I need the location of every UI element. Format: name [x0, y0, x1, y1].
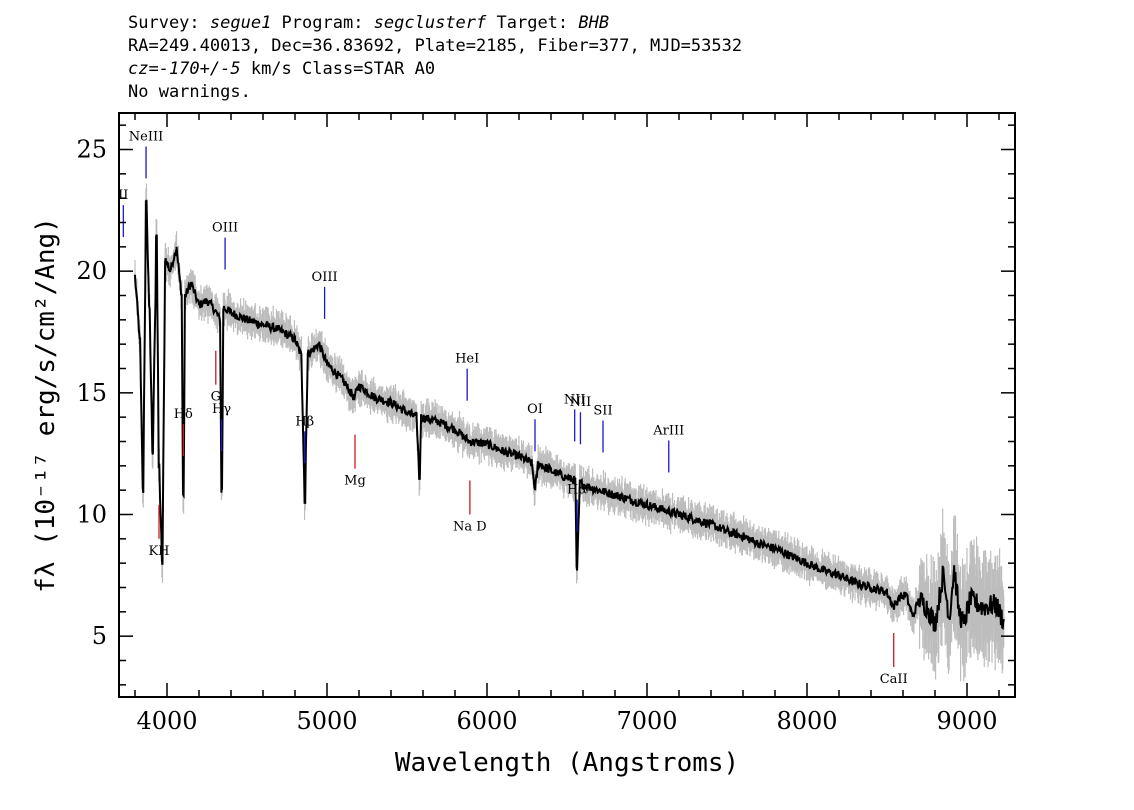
spectral-line-marker: CaII: [880, 633, 908, 687]
program-value: segclusterf: [373, 13, 487, 33]
line-label: NII: [564, 392, 586, 407]
line-label: NII: [570, 395, 592, 410]
x-axis-title: Wavelength (Angstroms): [395, 748, 739, 778]
y-tick-label: 25: [76, 136, 107, 164]
y-tick-label: 15: [76, 379, 107, 407]
line-label: Hα: [567, 483, 587, 498]
line-label: Hγ: [212, 402, 231, 417]
line-label: II: [118, 188, 128, 203]
line-label: Mg: [344, 474, 366, 489]
spectral-line-marker: Hγ: [212, 402, 231, 452]
line-label: OIII: [312, 270, 338, 285]
y-tick-label: 20: [76, 257, 107, 285]
line-label: CaII: [880, 672, 908, 687]
noise-band: [134, 183, 1005, 682]
target-label: Target:: [486, 13, 579, 33]
line-label: OIII: [212, 221, 238, 236]
line-label: Hβ: [295, 414, 314, 429]
spectral-line-marker: OI: [527, 402, 543, 452]
survey-label: Survey:: [128, 13, 210, 33]
series-layer: [134, 199, 1005, 632]
spectral-line-marker: NeIII: [129, 129, 163, 179]
x-tick-label: 6000: [456, 707, 517, 735]
spectral-line-marker: Mg: [344, 434, 366, 489]
spectral-line-marker: G: [211, 350, 221, 405]
y-tick-label: 5: [92, 622, 107, 650]
spectral-line-marker: OIII: [212, 221, 238, 270]
line-label: NeIII: [129, 129, 163, 144]
x-tick-label: 5000: [296, 707, 357, 735]
spectral-line-marker: Hα: [567, 483, 587, 532]
y-axis-title: fλ (10⁻¹⁷ erg/s/cm²/Ang): [31, 217, 61, 593]
target-value: BHB: [578, 13, 610, 33]
x-tick-label: 4000: [136, 707, 197, 735]
axis-tick-labels: 4000 5000 6000 7000 8000 9000 5 10 15 20 25: [76, 136, 997, 736]
spectral-line-marker: Hδ: [174, 407, 193, 457]
spectral-line-marker: Hβ: [295, 414, 314, 464]
header-line-3: cz=-170+/-5 km/s Class=STAR A0: [128, 58, 742, 81]
line-label: SII: [593, 403, 612, 418]
header-line-2: RA=249.40013, Dec=36.83692, Plate=2185, …: [128, 36, 743, 56]
spectral-line-marker: NII: [564, 392, 586, 442]
line-label: ArIII: [652, 423, 684, 438]
y-tick-label: 10: [76, 501, 107, 529]
spectral-line-marker: II: [118, 188, 128, 238]
x-tick-label: 7000: [616, 707, 677, 735]
line-label: HeI: [455, 352, 479, 367]
flux-line: [134, 199, 1005, 632]
spectrum-header: Survey: segue1 Program: segclusterf Targ…: [128, 12, 742, 104]
plot-frame: [118, 112, 1016, 698]
spectral-line-marker: NII: [570, 395, 592, 445]
spectral-line-marker: ArIII: [652, 423, 684, 473]
spectral-line-marker: KH: [148, 504, 170, 559]
header-line-1: Survey: segue1 Program: segclusterf Targ…: [128, 12, 742, 35]
axis-ticks: [119, 113, 1015, 697]
line-label: Na D: [453, 519, 487, 534]
x-tick-label: 8000: [776, 707, 837, 735]
redshift-value: cz=-170+/-5: [128, 59, 241, 79]
error-band: [134, 183, 1005, 682]
spectral-line-marker: OIII: [312, 270, 338, 319]
program-label: Program:: [271, 13, 374, 33]
survey-value: segue1: [209, 13, 272, 33]
spectral-line-marker: HeI: [455, 352, 479, 401]
line-label: Hδ: [174, 407, 193, 422]
spectral-line-marker: SII: [593, 403, 613, 453]
line-label: G: [211, 390, 221, 405]
line-label: KH: [148, 544, 169, 559]
spectral-line-marker: Na D: [453, 480, 487, 534]
x-tick-label: 9000: [936, 707, 997, 735]
header-line-4: No warnings.: [128, 82, 251, 102]
line-label: OI: [527, 402, 543, 417]
class-value: km/s Class=STAR A0: [240, 59, 436, 79]
